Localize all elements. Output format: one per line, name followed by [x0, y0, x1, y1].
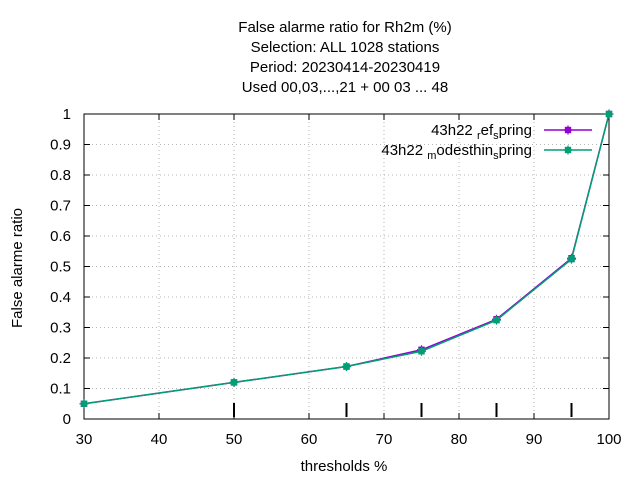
title-line-2: Selection: ALL 1028 stations [251, 39, 440, 56]
legend-label: 43h22 modesthinspring [381, 142, 532, 162]
x-tick-label: 30 [76, 431, 93, 448]
y-tick-label: 0.7 [50, 198, 71, 215]
y-axis-label: False alarme ratio [9, 208, 26, 328]
data-point [229, 377, 239, 387]
x-axis-ticks: 30 40 50 60 70 80 90 100 [76, 114, 622, 448]
title-line-4: Used 00,03,...,21 + 00 03 ... 48 [242, 79, 448, 96]
legend-label: 43h22 refspring [431, 122, 532, 142]
y-tick-label: 0 [63, 411, 71, 428]
plot-frame [83, 113, 610, 420]
y-tick-label: 0.5 [50, 259, 71, 276]
x-tick-label: 90 [526, 431, 543, 448]
y-tick-label: 0.9 [50, 137, 71, 154]
x-tick-label: 100 [596, 431, 621, 448]
x-tick-label: 70 [376, 431, 393, 448]
x-tick-label: 60 [301, 431, 318, 448]
y-tick-label: 0.4 [50, 289, 71, 306]
data-point [417, 346, 426, 356]
series-2 [79, 109, 614, 409]
threshold-marks [233, 403, 573, 417]
series-group [79, 109, 614, 409]
title-line-1: False alarme ratio for Rh2m (%) [238, 19, 451, 36]
y-tick-label: 0.1 [50, 381, 71, 398]
legend-entry-2: 43h22 modesthinspring [381, 142, 592, 162]
y-tick-label: 1 [63, 106, 71, 123]
chart-title: False alarme ratio for Rh2m (%) Selectio… [238, 19, 451, 96]
y-tick-label: 0.3 [50, 320, 71, 337]
grid [84, 114, 609, 419]
y-axis-ticks: 0 0.1 0.2 0.3 0.4 0.5 0.6 0.7 0.8 0.9 1 [50, 106, 609, 428]
legend-marker [563, 145, 573, 155]
y-tick-label: 0.2 [50, 350, 71, 367]
x-tick-label: 50 [226, 431, 243, 448]
x-tick-label: 80 [451, 431, 468, 448]
x-axis-label: thresholds % [301, 458, 388, 475]
y-tick-label: 0.6 [50, 228, 71, 245]
legend-entry-1: 43h22 refspring [431, 122, 592, 142]
data-point [567, 254, 576, 264]
legend-marker [563, 125, 573, 135]
y-tick-label: 0.8 [50, 167, 71, 184]
data-point [492, 315, 501, 325]
data-point [342, 362, 351, 372]
data-point [79, 399, 89, 409]
title-line-3: Period: 20230414-20230419 [250, 59, 440, 76]
data-point [604, 109, 614, 119]
x-tick-label: 40 [151, 431, 168, 448]
